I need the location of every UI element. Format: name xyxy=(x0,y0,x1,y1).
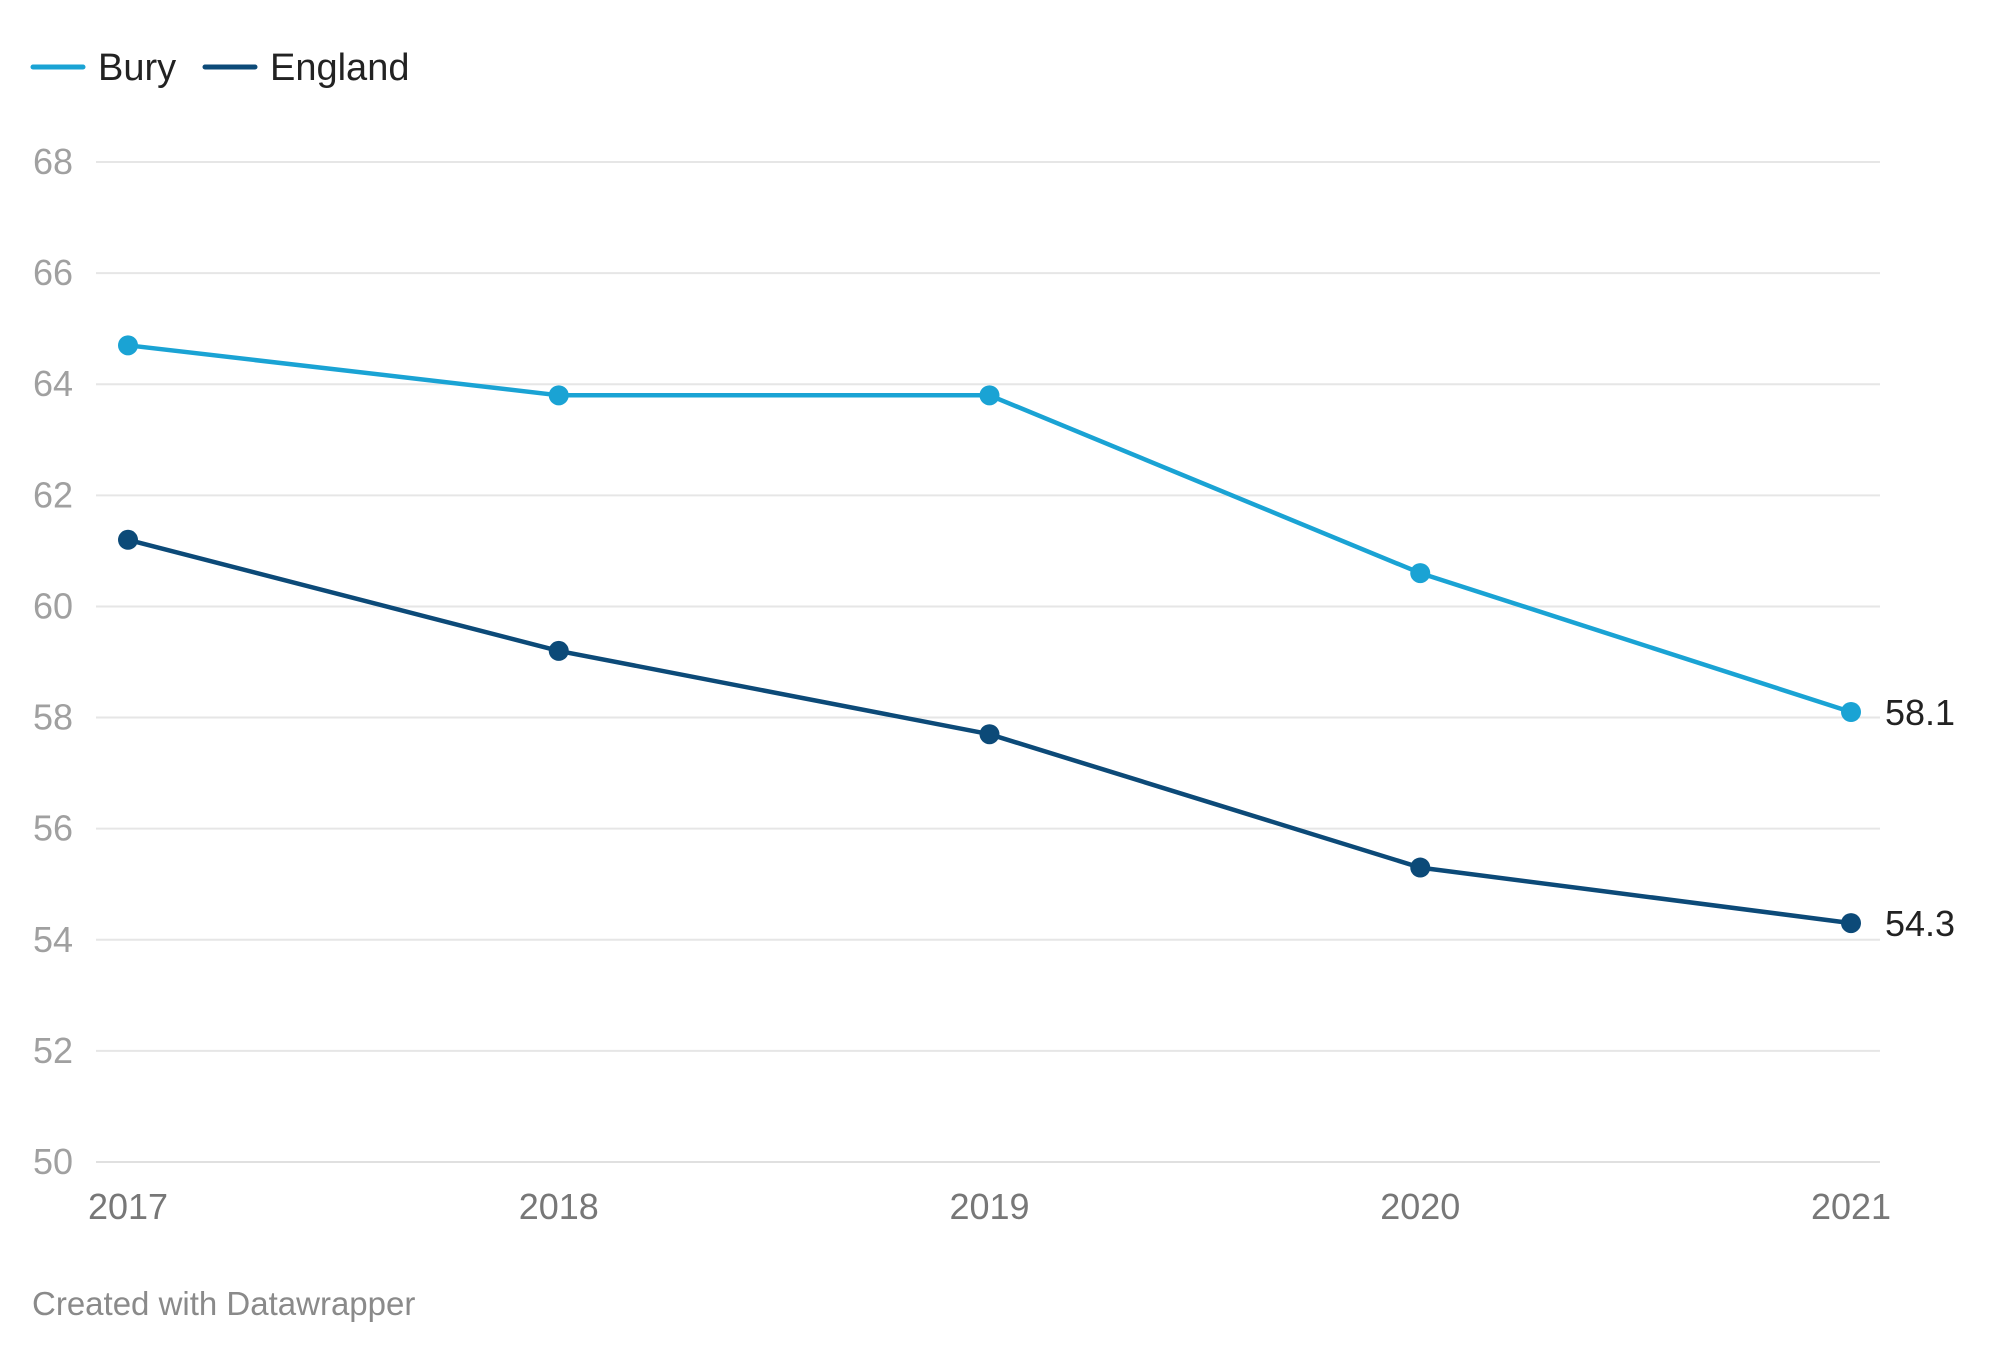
legend-label: Bury xyxy=(98,47,176,89)
x-tick-label: 2018 xyxy=(519,1186,599,1227)
legend: Bury England xyxy=(30,47,409,89)
legend-label: England xyxy=(270,47,409,89)
data-point xyxy=(979,724,1000,745)
y-tick-label: 56 xyxy=(33,808,73,849)
y-tick-label: 62 xyxy=(33,474,73,515)
data-point xyxy=(548,640,569,661)
data-point xyxy=(1841,702,1861,722)
y-tick-label: 50 xyxy=(33,1141,73,1182)
gridlines xyxy=(96,161,1880,1163)
x-tick-label: 2020 xyxy=(1380,1186,1460,1227)
data-point xyxy=(979,385,1000,406)
y-tick-label: 58 xyxy=(33,697,73,738)
series-england xyxy=(118,529,1861,934)
y-axis: 50 52 54 56 58 60 62 64 66 68 xyxy=(33,141,73,1182)
y-tick-label: 68 xyxy=(33,141,73,182)
footer-credit: Created with Datawrapper xyxy=(32,1285,416,1322)
x-tick-label: 2021 xyxy=(1811,1186,1891,1227)
series-bury xyxy=(118,335,1861,722)
end-value-label: 54.3 xyxy=(1885,903,1955,944)
data-point xyxy=(1410,563,1431,584)
data-point xyxy=(1841,913,1861,934)
y-tick-label: 54 xyxy=(33,919,73,960)
data-point xyxy=(548,385,569,406)
data-point xyxy=(118,335,138,356)
x-axis: 2017 2018 2019 2020 2021 xyxy=(88,1186,1891,1227)
x-tick-label: 2017 xyxy=(88,1186,168,1227)
y-tick-label: 60 xyxy=(33,585,73,626)
end-labels: 58.1 54.3 xyxy=(1885,692,1955,944)
y-tick-label: 64 xyxy=(33,363,73,404)
x-tick-label: 2019 xyxy=(949,1186,1029,1227)
end-value-label: 58.1 xyxy=(1885,692,1955,733)
data-point xyxy=(1410,857,1431,878)
y-tick-label: 52 xyxy=(33,1030,73,1071)
series-group xyxy=(118,335,1861,934)
y-tick-label: 66 xyxy=(33,252,73,293)
data-point xyxy=(118,529,138,550)
